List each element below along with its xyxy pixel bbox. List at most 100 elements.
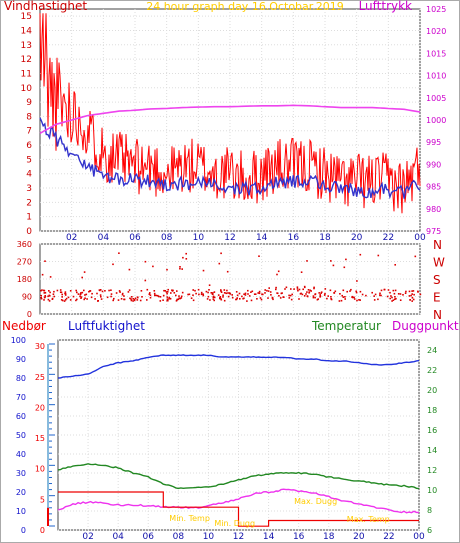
wind-chart-y-left-tick: 0 bbox=[26, 227, 32, 237]
climate-chart-series bbox=[57, 354, 420, 527]
direction-point bbox=[152, 265, 154, 268]
wind-chart-y-right-tick: 1025 bbox=[426, 5, 446, 14]
direction-point bbox=[243, 297, 245, 300]
direction-point bbox=[312, 295, 315, 297]
direction-point bbox=[397, 293, 400, 295]
direction-point bbox=[404, 292, 407, 294]
direction-point bbox=[181, 291, 184, 294]
direction-point bbox=[392, 299, 395, 301]
direction-point bbox=[405, 290, 407, 293]
direction-point bbox=[318, 292, 320, 294]
direction-point bbox=[90, 296, 93, 299]
direction-point bbox=[67, 296, 70, 299]
climate-chart-y-right-label: Temperatur bbox=[311, 319, 381, 333]
direction-point bbox=[185, 258, 188, 260]
direction-point bbox=[178, 295, 180, 297]
direction-point bbox=[81, 291, 84, 294]
direction-point bbox=[223, 289, 226, 291]
direction-point bbox=[167, 299, 169, 302]
direction-point bbox=[185, 252, 187, 255]
direction-point bbox=[178, 297, 180, 299]
direction-point bbox=[61, 296, 63, 298]
direction-point bbox=[106, 296, 109, 299]
direction-point bbox=[207, 295, 210, 298]
direction-point bbox=[213, 299, 215, 302]
climate-chart-x-tick: 14 bbox=[263, 532, 275, 542]
direction-chart-compass-label: N bbox=[433, 238, 442, 252]
direction-point bbox=[410, 294, 412, 297]
direction-point bbox=[179, 267, 181, 270]
direction-point bbox=[313, 287, 315, 290]
direction-point bbox=[171, 290, 174, 292]
direction-point bbox=[342, 289, 345, 292]
direction-point bbox=[154, 294, 156, 297]
climate-chart-x-ticks: 02 04 06 08 10 12 14 16 18 20 22 00 bbox=[82, 532, 425, 542]
wind-chart-y-right-tick: 1015 bbox=[426, 49, 446, 58]
climate-chart-x-tick: 04 bbox=[112, 532, 124, 542]
direction-point bbox=[408, 295, 411, 297]
direction-point bbox=[158, 295, 160, 298]
direction-point bbox=[298, 298, 300, 300]
climate-chart-y-left2-label: Luftfuktighet bbox=[68, 319, 145, 333]
direction-point bbox=[59, 289, 62, 291]
direction-point bbox=[132, 300, 134, 302]
climate-chart-y-left-tick: 80 bbox=[16, 374, 26, 383]
direction-point bbox=[288, 297, 291, 299]
direction-point bbox=[291, 293, 293, 296]
direction-point bbox=[231, 294, 233, 296]
climate-chart-y-left-label: Nedbør bbox=[2, 319, 46, 333]
direction-point bbox=[349, 290, 351, 292]
direction-point bbox=[112, 299, 114, 302]
wind-chart-y-right-tick: 995 bbox=[426, 138, 441, 147]
direction-point bbox=[69, 299, 72, 301]
climate-chart-x-tick: 16 bbox=[293, 532, 305, 542]
direction-point bbox=[290, 298, 293, 301]
direction-point bbox=[306, 295, 309, 298]
direction-point bbox=[192, 294, 194, 296]
direction-point bbox=[179, 266, 181, 268]
direction-point bbox=[293, 288, 295, 290]
climate-chart-x-tick: 22 bbox=[383, 532, 394, 542]
direction-point bbox=[243, 293, 245, 295]
direction-point bbox=[355, 290, 357, 293]
direction-point bbox=[261, 293, 263, 295]
direction-point bbox=[139, 299, 142, 302]
wind-chart-x-tick: 12 bbox=[224, 233, 235, 243]
wind-chart-y-left-tick: 14 bbox=[21, 26, 33, 36]
direction-point bbox=[220, 298, 223, 301]
climate-chart-y-left2-ticks: 0 5 10 15 20 25 30 bbox=[35, 342, 45, 535]
wind-speed-line bbox=[39, 13, 421, 214]
climate-chart-y-left2-tick: 20 bbox=[35, 403, 45, 412]
direction-point bbox=[276, 273, 278, 276]
direction-point bbox=[412, 290, 415, 292]
climate-chart-y-right-tick: 14 bbox=[427, 446, 437, 455]
direction-point bbox=[301, 293, 304, 296]
direction-point bbox=[359, 299, 361, 301]
wind-chart-y-right-label: Lufttrykk bbox=[359, 0, 412, 13]
wind-chart-y-left-tick: 11 bbox=[21, 69, 32, 79]
direction-point bbox=[213, 296, 216, 299]
direction-point bbox=[313, 286, 315, 289]
direction-point bbox=[49, 291, 51, 294]
direction-point bbox=[208, 284, 211, 286]
direction-point bbox=[202, 294, 205, 297]
direction-point bbox=[317, 298, 319, 300]
climate-chart-annotation: Min. Temp bbox=[169, 514, 210, 523]
direction-point bbox=[127, 291, 130, 293]
climate-chart-x-tick: 06 bbox=[143, 532, 155, 542]
direction-point bbox=[394, 298, 396, 300]
direction-chart-compass-label: W bbox=[433, 256, 445, 270]
direction-point bbox=[61, 299, 64, 302]
direction-point bbox=[123, 295, 125, 297]
direction-point bbox=[190, 297, 193, 299]
climate-chart-y-left2-tick: 30 bbox=[35, 342, 45, 351]
direction-point bbox=[64, 299, 67, 301]
direction-point bbox=[411, 293, 413, 295]
direction-point bbox=[167, 298, 169, 300]
direction-point bbox=[166, 291, 169, 293]
direction-point bbox=[326, 297, 328, 300]
direction-point bbox=[356, 280, 358, 282]
climate-chart-x-tick: 08 bbox=[173, 532, 185, 542]
direction-point bbox=[86, 298, 88, 300]
